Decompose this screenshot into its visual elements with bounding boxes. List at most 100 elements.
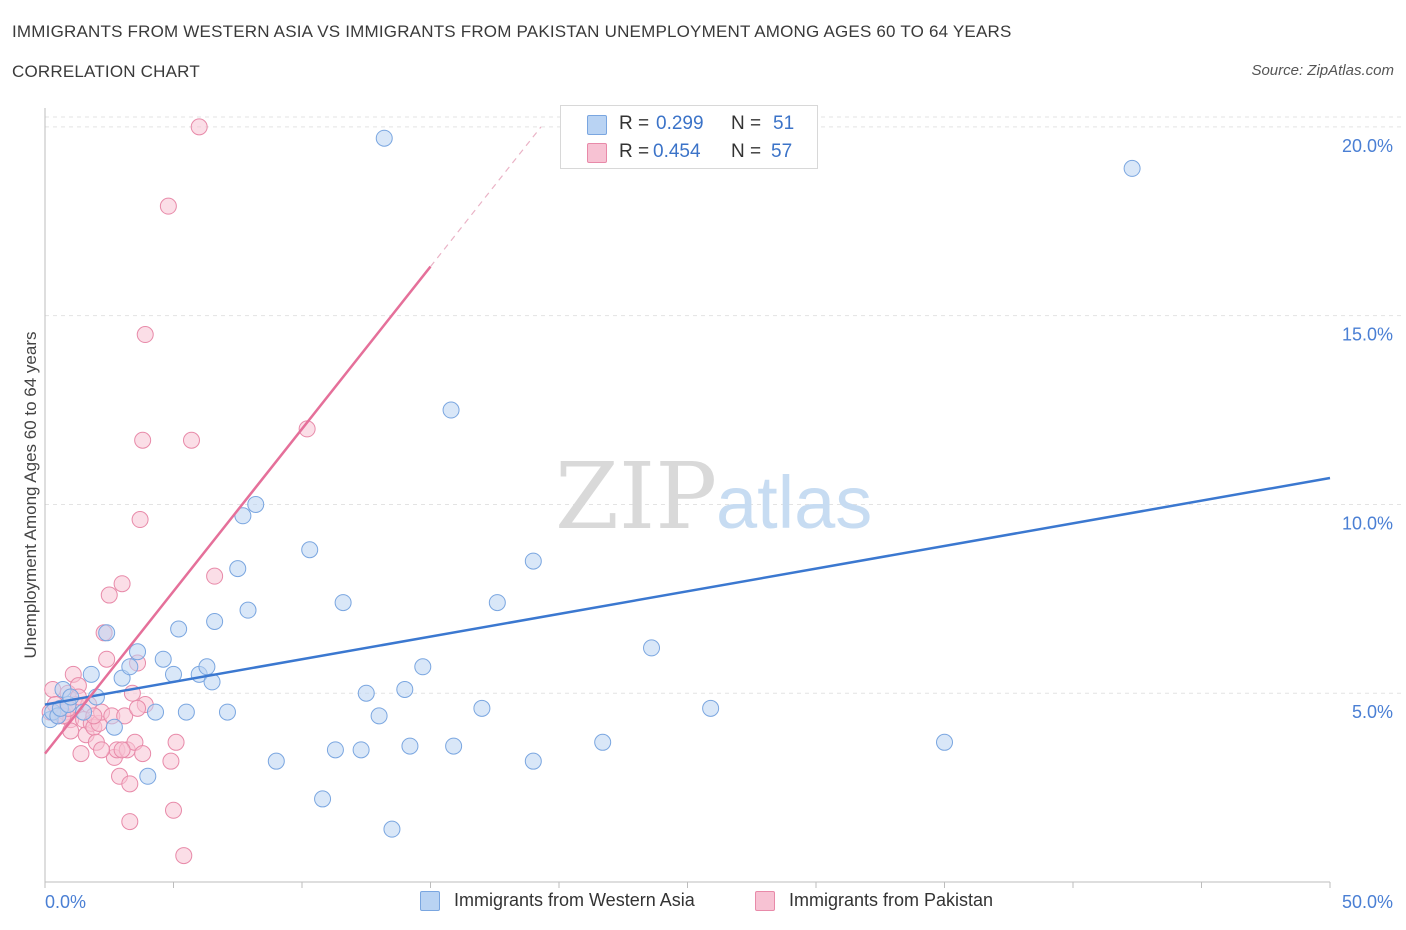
- data-point-pakistan: [113, 741, 131, 759]
- legend-r-label: R =: [619, 113, 650, 134]
- data-point-western-asia: [375, 129, 393, 147]
- legend-n-label: N =: [731, 141, 762, 162]
- y-tick-label: 10.0%: [1342, 513, 1393, 533]
- data-point-western-asia: [383, 820, 401, 838]
- data-point-pakistan: [206, 567, 224, 585]
- data-point-pakistan: [113, 575, 131, 593]
- data-point-western-asia: [524, 752, 542, 770]
- data-point-western-asia: [643, 639, 661, 657]
- data-point-pakistan: [93, 741, 111, 759]
- data-point-pakistan: [131, 511, 149, 529]
- legend-r-label: R =: [619, 141, 650, 162]
- data-point-pakistan: [136, 326, 154, 344]
- data-point-pakistan: [72, 745, 90, 763]
- data-point-western-asia: [414, 658, 432, 676]
- chart-subtitle: CORRELATION CHART: [12, 62, 200, 81]
- data-point-pakistan: [100, 586, 118, 604]
- series-western-asia-points: [41, 129, 1141, 838]
- x-tick-label: 0.0%: [45, 892, 86, 912]
- data-point-western-asia: [370, 707, 388, 725]
- data-point-western-asia: [326, 741, 344, 759]
- data-point-pakistan: [167, 733, 185, 751]
- data-point-pakistan: [165, 801, 182, 819]
- data-point-western-asia: [334, 594, 352, 612]
- trend-line-western-asia: [44, 476, 1331, 706]
- data-point-western-asia: [129, 643, 147, 661]
- trend-line-pakistan-extension: [430, 126, 542, 267]
- data-point-western-asia: [594, 733, 612, 751]
- watermark-zip: ZIP: [555, 443, 717, 550]
- data-point-western-asia: [396, 680, 414, 698]
- data-point-western-asia: [702, 699, 720, 717]
- bottom-legend-swatch-pakistan: [755, 891, 775, 911]
- y-tick-label: 20.0%: [1342, 136, 1393, 156]
- data-point-western-asia: [98, 624, 116, 642]
- legend-n-value: 51: [773, 113, 795, 134]
- data-point-western-asia: [234, 507, 252, 525]
- data-point-western-asia: [198, 658, 216, 676]
- y-tick-label: 5.0%: [1352, 702, 1393, 722]
- legend-n-value: 57: [771, 141, 793, 162]
- data-point-western-asia: [62, 688, 80, 706]
- x-tick-label: 50.0%: [1342, 892, 1393, 912]
- stats-legend: R = 0.299 N = 51 R = 0.454 N = 57: [560, 105, 818, 169]
- data-point-western-asia: [170, 620, 188, 638]
- legend-row-pakistan: R = 0.454 N = 57: [561, 139, 817, 167]
- data-point-western-asia: [1123, 159, 1141, 177]
- data-point-pakistan: [162, 752, 180, 770]
- y-axis-label: Unemployment Among Ages 60 to 64 years: [21, 332, 40, 659]
- data-point-pakistan: [116, 707, 134, 725]
- data-point-western-asia: [105, 718, 123, 736]
- chart-title: IMMIGRANTS FROM WESTERN ASIA VS IMMIGRAN…: [12, 22, 1012, 41]
- data-point-western-asia: [352, 741, 370, 759]
- data-point-western-asia: [239, 601, 257, 619]
- data-point-western-asia: [442, 401, 460, 419]
- grid-layer: [45, 116, 1404, 694]
- watermark-atlas: atlas: [716, 461, 872, 544]
- data-point-pakistan: [129, 699, 147, 717]
- bottom-legend-label-pakistan: Immigrants from Pakistan: [789, 890, 994, 910]
- data-point-western-asia: [936, 733, 953, 751]
- data-point-western-asia: [267, 752, 285, 770]
- data-point-pakistan: [121, 775, 139, 793]
- series-pakistan-points: [41, 118, 316, 865]
- data-point-pakistan: [121, 813, 139, 831]
- legend-r-value: 0.299: [656, 113, 704, 134]
- data-point-western-asia: [314, 790, 332, 808]
- watermark: ZIP atlas: [555, 443, 872, 550]
- data-point-western-asia: [154, 650, 172, 668]
- data-point-pakistan: [98, 650, 116, 668]
- data-point-western-asia: [206, 612, 224, 630]
- data-point-western-asia: [301, 541, 319, 559]
- y-tick-label: 15.0%: [1342, 325, 1393, 345]
- bottom-legend-swatch-western-asia: [420, 891, 440, 911]
- data-point-western-asia: [147, 703, 165, 721]
- data-point-western-asia: [139, 767, 157, 785]
- legend-row-western-asia: R = 0.299 N = 51: [561, 111, 817, 139]
- legend-n-label: N =: [731, 113, 762, 134]
- data-point-western-asia: [82, 665, 100, 683]
- data-point-pakistan: [62, 722, 80, 740]
- source-credit: Source: ZipAtlas.com: [1251, 62, 1394, 79]
- data-point-pakistan: [175, 847, 193, 865]
- data-point-western-asia: [445, 737, 463, 755]
- trend-lines: [44, 126, 1331, 755]
- data-point-western-asia: [177, 703, 195, 721]
- data-point-pakistan: [182, 431, 200, 449]
- bottom-legend-label-western-asia: Immigrants from Western Asia: [454, 890, 695, 910]
- trend-line-pakistan: [44, 265, 432, 755]
- data-point-pakistan: [190, 118, 208, 136]
- data-point-western-asia: [247, 495, 265, 513]
- data-point-western-asia: [401, 737, 419, 755]
- data-point-western-asia: [473, 699, 491, 717]
- data-point-western-asia: [121, 658, 139, 676]
- legend-r-value: 0.454: [653, 141, 701, 162]
- legend-swatch-pakistan: [587, 143, 607, 163]
- legend-swatch-western-asia: [587, 115, 607, 135]
- data-point-western-asia: [218, 703, 236, 721]
- y-axis-title: Unemployment Among Ages 60 to 64 years: [21, 332, 40, 659]
- data-point-pakistan: [134, 431, 152, 449]
- data-point-western-asia: [488, 594, 506, 612]
- data-point-pakistan: [134, 745, 152, 763]
